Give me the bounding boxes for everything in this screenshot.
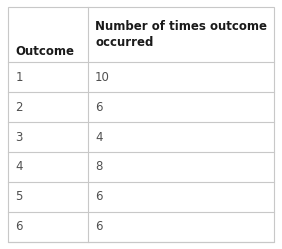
Text: 4: 4 <box>16 160 23 173</box>
Text: 4: 4 <box>95 130 103 144</box>
Text: 8: 8 <box>95 160 102 173</box>
Text: 6: 6 <box>95 220 103 233</box>
Text: 5: 5 <box>16 190 23 203</box>
Text: Number of times outcome
occurred: Number of times outcome occurred <box>95 20 267 50</box>
Text: 6: 6 <box>16 220 23 233</box>
Text: Outcome: Outcome <box>16 45 74 58</box>
Text: 3: 3 <box>16 130 23 144</box>
Text: 2: 2 <box>16 101 23 114</box>
Text: 1: 1 <box>16 71 23 84</box>
Text: 10: 10 <box>95 71 110 84</box>
Text: 6: 6 <box>95 190 103 203</box>
Text: 6: 6 <box>95 101 103 114</box>
